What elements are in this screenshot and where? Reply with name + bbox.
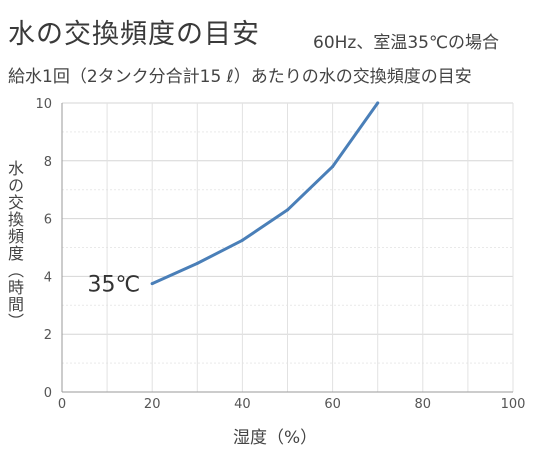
x-tick-label: 80	[415, 397, 432, 412]
series-line	[150, 101, 380, 286]
chart-subtitle: 給水1回（2タンク分合計15 ℓ）あたりの水の交換頻度の目安	[8, 67, 472, 87]
data-point	[376, 101, 380, 105]
x-tick-label: 40	[234, 397, 251, 412]
y-axis-label: 水の交換頻度（時間）	[5, 160, 24, 330]
data-point	[286, 208, 289, 212]
series-label: 35℃	[87, 273, 140, 298]
chart-condition: 60Hz、室温35℃の場合	[313, 33, 500, 53]
y-tick-label: 10	[35, 97, 52, 112]
x-tick-label: 0	[58, 397, 66, 412]
y-tick-label: 2	[44, 328, 52, 343]
y-tick-label: 4	[44, 270, 52, 285]
y-tick-label: 8	[44, 155, 52, 170]
data-point	[195, 261, 199, 265]
chart-title: 水の交換頻度の目安	[8, 19, 260, 50]
grid-lines	[62, 102, 514, 392]
series-layer: 35℃	[87, 101, 380, 298]
data-point	[150, 282, 154, 286]
x-axis-label: 湿度（%）	[233, 428, 318, 448]
data-point	[240, 238, 244, 242]
y-tick-label: 6	[44, 213, 52, 228]
axes	[61, 103, 513, 393]
x-tick-label: 100	[501, 397, 526, 412]
x-tick-label: 60	[324, 397, 341, 412]
x-tick-label: 20	[144, 397, 161, 412]
data-point	[331, 165, 335, 169]
y-tick-label: 0	[44, 386, 52, 401]
